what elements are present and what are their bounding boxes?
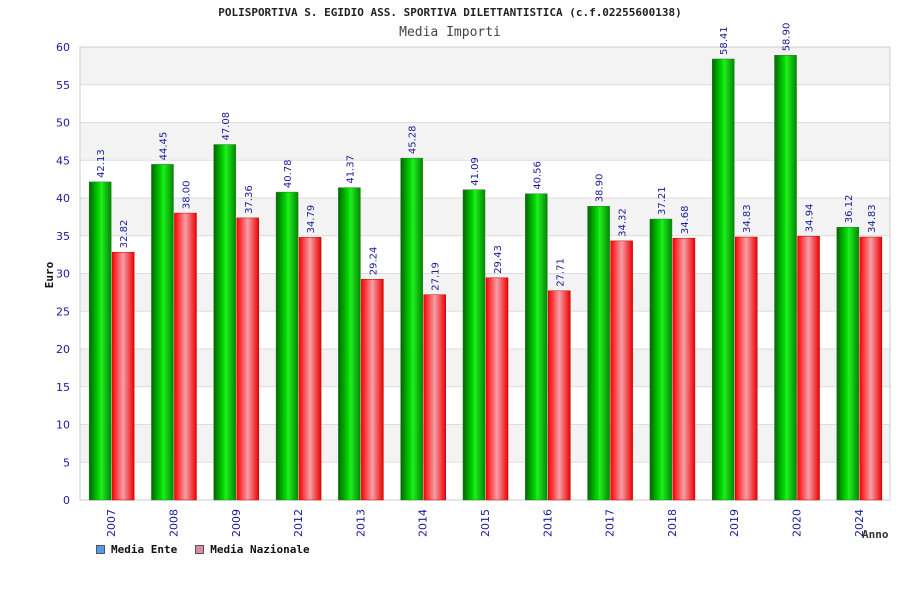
bar-media-ente (462, 189, 486, 501)
bar-media-ente (275, 191, 299, 501)
data-label-ente: 58.41 (719, 26, 730, 55)
chart-subtitle: Media Importi (399, 25, 501, 40)
data-label-nazionale: 34.79 (306, 205, 317, 234)
data-label-nazionale: 34.83 (742, 204, 753, 233)
data-label-nazionale: 34.83 (867, 204, 878, 233)
x-tick-label: 2020 (791, 509, 804, 537)
data-label-nazionale: 27.71 (555, 258, 566, 287)
data-label-nazionale: 34.32 (618, 208, 629, 237)
legend-label-ente: Media Ente (111, 543, 178, 556)
y-tick-label: 40 (56, 192, 70, 205)
bar-media-ente (525, 193, 548, 501)
grid-band (80, 84, 890, 123)
y-tick-label: 45 (56, 154, 70, 167)
y-tick-label: 30 (56, 268, 70, 281)
legend-swatch-ente (96, 545, 105, 554)
data-label-nazionale: 37.36 (244, 185, 255, 214)
bar-media-ente (774, 55, 797, 501)
data-label-nazionale: 29.43 (493, 245, 504, 274)
bar-media-nazionale (859, 236, 883, 501)
bar-media-nazionale (361, 278, 384, 501)
data-label-ente: 37.21 (657, 186, 668, 215)
data-label-ente: 42.13 (96, 149, 107, 178)
legend: Media Ente Media Nazionale (96, 543, 310, 556)
data-label-ente: 40.56 (532, 161, 543, 190)
bar-media-nazionale (298, 237, 322, 501)
data-label-nazionale: 38.00 (181, 180, 192, 209)
y-tick-label: 35 (56, 230, 70, 243)
data-label-ente: 47.08 (221, 112, 232, 141)
x-tick-label: 2008 (167, 509, 180, 537)
x-tick-label: 2015 (479, 509, 492, 537)
y-tick-label: 0 (63, 494, 70, 507)
y-tick-label: 50 (56, 117, 70, 130)
data-label-ente: 36.12 (844, 195, 855, 224)
bar-media-nazionale (797, 235, 820, 501)
bar-media-nazionale (734, 236, 758, 501)
bar-media-nazionale (548, 290, 571, 501)
y-axis: 0 5 10 15 20 25 30 35 40 45 50 55 60 (56, 41, 70, 507)
x-tick-label: 2012 (292, 509, 305, 537)
bar-media-nazionale (610, 240, 633, 501)
legend-item-nazionale: Media Nazionale (195, 543, 310, 556)
x-tick-label: 2007 (105, 509, 118, 537)
bar-media-ente (711, 58, 735, 501)
data-label-ente: 44.45 (158, 132, 169, 161)
y-tick-label: 25 (56, 305, 70, 318)
data-label-nazionale: 34.68 (680, 206, 691, 235)
y-tick-label: 10 (56, 419, 70, 432)
grid-band (80, 122, 890, 161)
data-label-ente: 41.09 (470, 157, 481, 186)
y-tick-label: 20 (56, 343, 70, 356)
bar-media-ente (400, 157, 423, 501)
y-tick-label: 55 (56, 79, 70, 92)
data-label-ente: 41.37 (345, 155, 356, 184)
bar-media-nazionale (672, 237, 696, 501)
bar-media-ente (587, 206, 610, 501)
data-label-nazionale: 27.19 (431, 262, 442, 291)
data-label-ente: 58.90 (782, 23, 793, 52)
grid-band (80, 47, 890, 85)
data-label-nazionale: 34.94 (805, 204, 816, 233)
x-tick-label: 2017 (604, 509, 617, 537)
bar-media-nazionale (485, 277, 509, 501)
legend-label-nazionale: Media Nazionale (210, 543, 310, 556)
x-axis: 2007 2008 2009 2012 2013 2014 2015 2016 2017 2018… (105, 509, 866, 537)
chart-title: POLISPORTIVA S. EGIDIO ASS. SPORTIVA DIL… (218, 6, 682, 19)
x-tick-label: 2013 (354, 509, 367, 537)
legend-item-ente: Media Ente (96, 543, 177, 556)
bar-media-ente (151, 164, 174, 501)
x-tick-label: 2009 (230, 509, 243, 537)
x-tick-label: 2018 (666, 509, 679, 537)
x-axis-label: Anno (862, 528, 889, 541)
bar-media-ente (213, 144, 237, 501)
x-tick-label: 2019 (728, 509, 741, 537)
bars-group: 42.13 32.82 44.45 38.00 47.08 37.36 40.78 34.79… (88, 23, 883, 501)
data-label-ente: 40.78 (283, 159, 294, 188)
x-tick-label: 2016 (541, 509, 554, 537)
bar-media-ente (649, 218, 673, 501)
legend-swatch-nazionale (195, 545, 205, 554)
y-axis-label: Euro (43, 261, 56, 288)
data-label-nazionale: 29.24 (368, 247, 379, 276)
data-label-nazionale: 32.82 (119, 220, 130, 249)
data-label-ente: 38.90 (595, 174, 606, 203)
x-tick-label: 2024 (853, 509, 866, 537)
y-tick-label: 60 (56, 41, 70, 54)
bar-media-nazionale (111, 251, 135, 501)
bar-media-nazionale (174, 212, 197, 501)
y-tick-label: 5 (63, 456, 70, 469)
data-label-ente: 45.28 (408, 125, 419, 154)
bar-media-ente (88, 181, 112, 501)
bar-media-ente (836, 227, 860, 501)
y-tick-label: 15 (56, 381, 70, 394)
bar-media-ente (338, 187, 361, 501)
x-tick-label: 2014 (417, 509, 430, 537)
bar-media-nazionale (423, 294, 446, 501)
bar-media-nazionale (236, 217, 260, 501)
